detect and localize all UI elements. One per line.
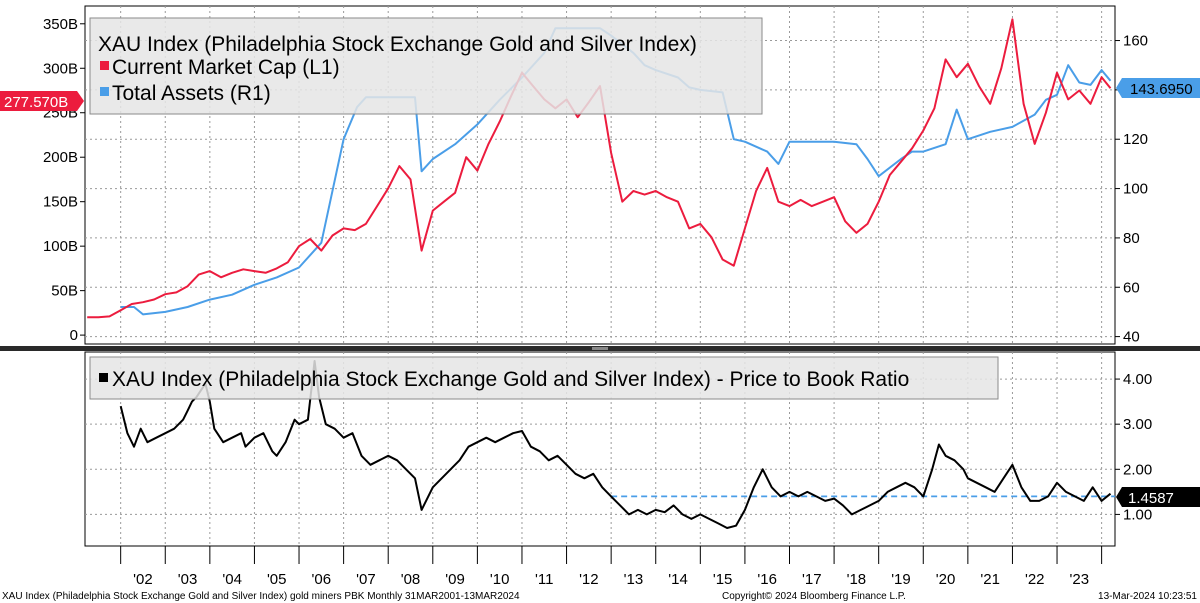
footer-copyright: Copyright© 2024 Bloomberg Finance L.P. [722, 591, 906, 602]
x-axis-ticks: '02 '03 '04 '05 '06 '07 '08 '09 '10 '11 '12 '13 '14 '… [120, 546, 1103, 588]
total-assets-legend-swatch [100, 87, 109, 96]
x-tick-label: '07 [356, 571, 376, 588]
divider-grip-icon [592, 347, 608, 350]
right-tick-label: 40 [1123, 329, 1140, 346]
x-tick-label: '17 [802, 571, 822, 588]
x-tick-label: '16 [757, 571, 777, 588]
top-legend: XAU Index (Philadelphia Stock Exchange G… [89, 17, 763, 115]
market-cap-last-value-badge: 277.570B [0, 91, 84, 111]
pb-tick-label: 2.00 [1123, 461, 1152, 478]
right-tick-label: 160 [1123, 33, 1148, 50]
left-tick-label: 300B [43, 60, 78, 77]
x-tick-label: '05 [267, 571, 287, 588]
market-cap-legend-swatch [100, 61, 109, 70]
right-tick-label: 120 [1123, 131, 1148, 148]
total-assets-last-value: 143.6950 [1130, 81, 1193, 98]
x-tick-label: '19 [891, 571, 911, 588]
top-legend-box [89, 17, 763, 115]
right-tick-label: 80 [1123, 230, 1140, 247]
x-tick-label: '10 [490, 571, 510, 588]
bottom-chart-title: XAU Index (Philadelphia Stock Exchange G… [112, 368, 909, 391]
footer-timestamp: 13-Mar-2024 10:23:51 [1098, 591, 1197, 602]
bottom-legend-box [89, 356, 999, 400]
left-tick-label: 50B [51, 283, 78, 300]
left-tick-label: 350B [43, 16, 78, 33]
top-chart-title: XAU Index (Philadelphia Stock Exchange G… [98, 33, 697, 56]
right-tick-label: 100 [1123, 181, 1148, 198]
left-tick-label: 100B [43, 238, 78, 255]
right-tick-label: 60 [1123, 279, 1140, 296]
x-tick-label: '11 [535, 571, 553, 588]
left-tick-label: 200B [43, 149, 78, 166]
x-tick-label: '13 [624, 571, 644, 588]
pb-ratio-line [119, 360, 1112, 529]
x-tick-label: '15 [713, 571, 733, 588]
x-tick-label: '14 [668, 571, 688, 588]
market-cap-legend-label: Current Market Cap (L1) [112, 56, 340, 79]
pb-last-value: 1.4587 [1128, 490, 1174, 507]
pb-axis-ticks: 1.00 2.00 3.00 4.00 [1115, 371, 1152, 523]
market-cap-last-value: 277.570B [4, 94, 68, 111]
left-tick-label: 150B [43, 194, 78, 211]
x-tick-label: '04 [222, 571, 242, 588]
x-tick-label: '22 [1025, 571, 1045, 588]
x-tick-label: '02 [133, 571, 153, 588]
x-tick-label: '20 [936, 571, 956, 588]
bottom-legend: XAU Index (Philadelphia Stock Exchange G… [89, 356, 999, 400]
pb-tick-label: 3.00 [1123, 416, 1152, 433]
x-tick-label: '23 [1070, 571, 1090, 588]
pb-tick-label: 1.00 [1123, 506, 1152, 523]
total-assets-last-value-badge: 143.6950 [1116, 78, 1200, 98]
x-tick-label: '18 [847, 571, 867, 588]
x-tick-label: '09 [445, 571, 465, 588]
x-tick-label: '06 [312, 571, 332, 588]
pb-last-value-badge: 1.4587 [1116, 487, 1200, 507]
x-tick-label: '08 [401, 571, 421, 588]
x-tick-label: '03 [178, 571, 198, 588]
pb-tick-label: 4.00 [1123, 371, 1152, 388]
x-tick-label: '21 [980, 571, 1000, 588]
total-assets-legend-label: Total Assets (R1) [112, 82, 271, 105]
left-tick-label: 0 [70, 327, 78, 344]
footer-source: XAU Index (Philadelphia Stock Exchange G… [2, 591, 520, 602]
pb-legend-swatch [99, 373, 108, 382]
x-tick-label: '12 [579, 571, 599, 588]
